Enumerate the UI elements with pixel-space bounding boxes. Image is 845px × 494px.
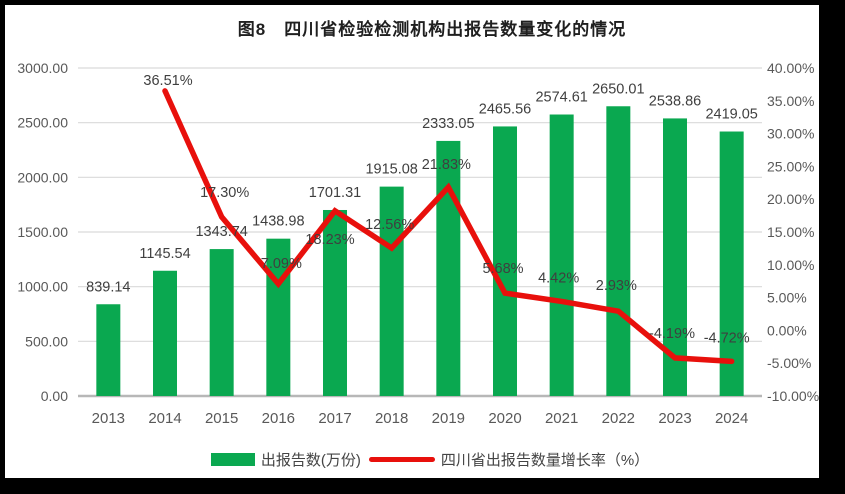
growth-rate-value-label: -4.19% (649, 326, 695, 342)
growth-rate-value-label: 2.93% (596, 278, 637, 294)
chart-title: 图8 四川省检验检测机构出报告数量变化的情况 (237, 20, 627, 39)
legend-label-report-count: 出报告数(万份) (260, 452, 361, 469)
x-axis-label: 2020 (488, 410, 521, 427)
bar-2013 (96, 304, 121, 396)
right-axis-tick-label: 35.00% (767, 93, 814, 109)
right-axis-tick-label: 15.00% (767, 224, 814, 240)
bar-value-label: 2574.61 (535, 90, 587, 106)
bar-value-label: 1343.74 (195, 224, 247, 240)
growth-rate-value-label: 4.42% (538, 270, 579, 286)
x-axis-label: 2022 (602, 410, 635, 427)
bar-value-label: 2419.05 (705, 107, 757, 123)
bar-value-label: 1145.54 (139, 246, 190, 262)
x-axis-label: 2024 (715, 410, 748, 427)
x-axis-label: 2019 (432, 410, 465, 427)
right-axis-tick-label: 20.00% (767, 191, 814, 207)
bar-value-label: 2538.86 (649, 93, 701, 109)
right-axis-tick-label: 10.00% (767, 257, 814, 273)
bar-series-swatch (210, 453, 255, 466)
bar-2015 (209, 249, 234, 396)
chart-legend: 出报告数(万份) 四川省出报告数量增长率（%） (23, 449, 837, 470)
x-axis-label: 2016 (262, 410, 295, 427)
right-axis-tick-label: -5.00% (767, 355, 811, 371)
bar-value-label: 1915.08 (365, 162, 417, 178)
legend-item-report-count: 出报告数(万份) (210, 449, 361, 470)
bar-value-label: 2465.56 (479, 101, 531, 117)
x-axis-label: 2018 (375, 410, 408, 427)
right-axis-tick-label: 5.00% (767, 290, 807, 306)
bar-value-label: 2650.01 (592, 81, 644, 97)
right-axis-tick-label: 25.00% (767, 158, 814, 174)
bar-2017 (323, 209, 347, 396)
right-axis-tick-label: 30.00% (767, 126, 814, 142)
left-axis-tick-label: 1000.00 (17, 279, 68, 295)
left-axis-tick-label: 2500.00 (17, 115, 68, 131)
bar-value-label: 839.14 (86, 279, 130, 295)
bar-2022 (606, 106, 631, 397)
bar-2014 (153, 270, 177, 396)
line-series-swatch (368, 457, 435, 462)
bar-value-label: 1438.98 (252, 214, 304, 230)
bar-2018 (379, 186, 404, 396)
growth-rate-value-label: 5.68% (482, 261, 523, 277)
growth-rate-line (162, 88, 735, 365)
right-axis-tick-label: 0.00% (767, 322, 807, 338)
bar-value-label: 2333.05 (422, 116, 474, 132)
growth-rate-value-label: 18.23% (305, 232, 354, 248)
legend-label-growth-rate: 四川省出报告数量增长率（%） (440, 452, 650, 469)
left-axis-tick-label: 0.00 (41, 388, 68, 404)
bar-value-label: 1701.31 (309, 185, 361, 201)
left-axis-tick-label: 1500.00 (17, 224, 68, 240)
left-axis-tick-label: 500.00 (25, 333, 68, 349)
right-axis-tick-label: -10.00% (767, 388, 819, 404)
growth-rate-value-label: 17.30% (200, 185, 249, 201)
bar-2019 (436, 140, 461, 396)
legend-item-growth-rate: 四川省出报告数量增长率（%） (368, 449, 650, 470)
bar-2024 (719, 131, 744, 396)
bar-2021 (549, 114, 574, 396)
growth-rate-value-label: 7.09% (261, 256, 302, 272)
growth-rate-value-label: 21.83% (422, 157, 471, 173)
right-axis-tick-label: 40.00% (767, 60, 814, 76)
x-axis-label: 2021 (545, 410, 578, 427)
x-axis-label: 2017 (318, 410, 351, 427)
x-axis-label: 2014 (148, 410, 181, 427)
x-axis-label: 2015 (205, 410, 238, 427)
bar-2020 (493, 126, 517, 397)
growth-rate-value-label: 36.51% (143, 73, 192, 89)
x-axis-label: 2013 (92, 410, 125, 427)
bar-2016 (266, 238, 291, 396)
left-axis-tick-label: 3000.00 (17, 60, 68, 76)
growth-rate-value-label: -4.72% (704, 330, 750, 346)
growth-rate-value-label: 12.56% (365, 217, 414, 233)
x-axis-label: 2023 (658, 410, 691, 427)
left-axis-tick-label: 2000.00 (17, 169, 68, 185)
